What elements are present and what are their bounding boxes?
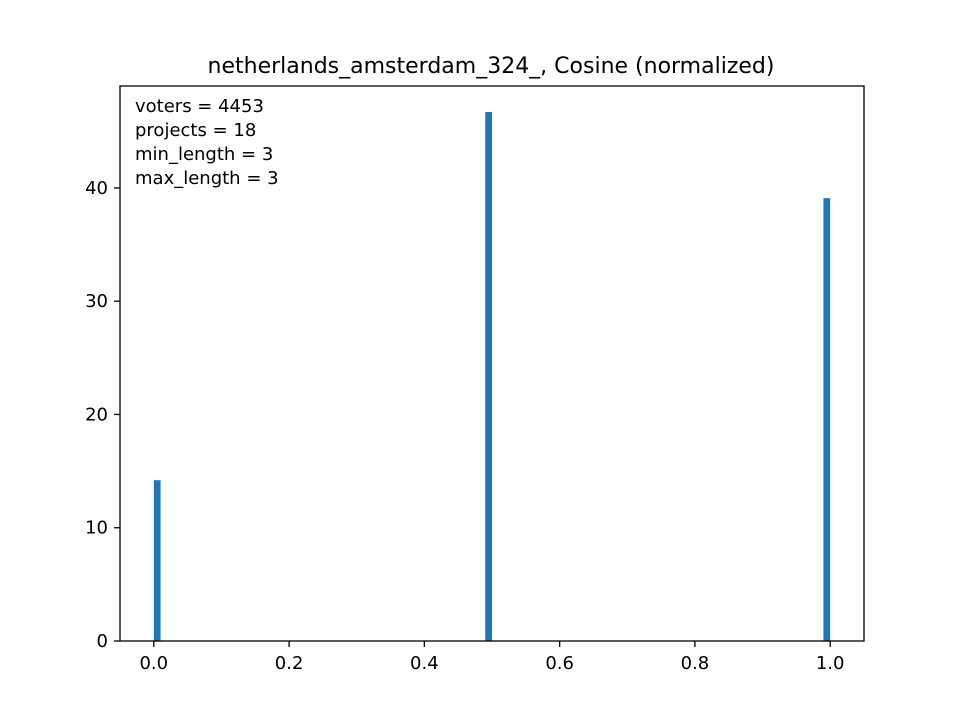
y-axis: 0 10 20 30 40 — [85, 178, 120, 652]
x-tick-label: 0.8 — [681, 653, 710, 674]
x-tick-label: 0.2 — [275, 653, 304, 674]
histogram-bar-2 — [823, 198, 831, 641]
histogram-bar-0 — [153, 480, 161, 641]
stats-annotation: voters = 4453 projects = 18 min_length =… — [135, 96, 279, 189]
x-axis: 0.0 0.2 0.4 0.6 0.8 1.0 — [139, 641, 845, 674]
y-tick-label: 20 — [85, 404, 108, 425]
x-tick-label: 0.6 — [545, 653, 574, 674]
y-tick-label: 0 — [97, 631, 108, 652]
y-tick-label: 10 — [85, 518, 108, 539]
histogram-bar-1 — [485, 112, 492, 641]
annotation-voters: voters = 4453 — [135, 96, 264, 117]
y-tick-label: 30 — [85, 291, 108, 312]
x-tick-label: 0.0 — [139, 653, 168, 674]
x-tick-label: 0.4 — [410, 653, 439, 674]
annotation-max-length: max_length = 3 — [135, 168, 279, 189]
annotation-projects: projects = 18 — [135, 120, 256, 141]
annotation-min-length: min_length = 3 — [135, 144, 273, 165]
chart-title: netherlands_amsterdam_324_, Cosine (norm… — [208, 54, 775, 79]
x-tick-label: 1.0 — [816, 653, 845, 674]
plot-area-frame — [119, 85, 865, 642]
y-tick-label: 40 — [85, 178, 108, 199]
bars-group — [153, 112, 831, 641]
